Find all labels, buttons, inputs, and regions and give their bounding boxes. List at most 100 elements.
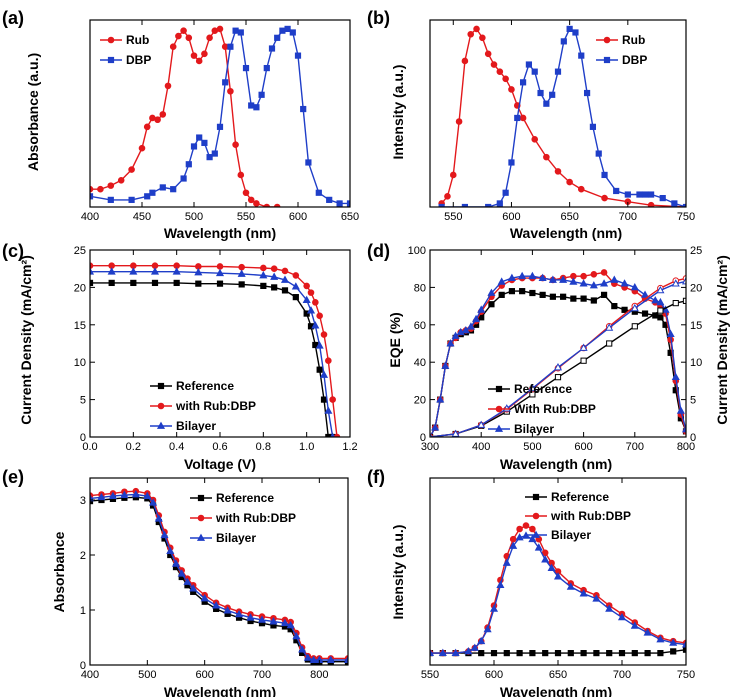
x-tick-label: 650 [560, 211, 578, 223]
data-point [682, 646, 686, 653]
data-point [519, 288, 526, 295]
data-point [502, 189, 509, 196]
data-point [312, 299, 319, 306]
series-rub [90, 25, 281, 207]
data-point [160, 530, 169, 539]
plot-area [430, 269, 686, 437]
y-tick-label: 15 [74, 320, 86, 332]
panel-c: (c) 0.0 0.2 0.4 0.6 0.8 1.0 1.2 0 5 10 15 20 25 Voltag… [2, 241, 358, 472]
data-point [129, 267, 138, 275]
data-point [138, 144, 146, 152]
data-point [621, 306, 628, 313]
data-point [90, 185, 94, 193]
y-right-tick-label: 25 [690, 245, 702, 257]
data-point [636, 191, 643, 198]
data-point [154, 514, 163, 522]
y-tick-label: 2 [80, 550, 86, 562]
legend-item: DBP [596, 53, 647, 67]
legend-label: with Rub:DBP [175, 399, 256, 413]
data-point [316, 366, 323, 373]
data-point [566, 582, 575, 590]
series-bilayer [90, 267, 336, 437]
legend-item: Rub [100, 33, 149, 47]
data-point [302, 295, 311, 304]
data-point [144, 193, 151, 200]
series-rub [438, 25, 686, 207]
data-point [271, 284, 278, 291]
data-point [590, 297, 597, 304]
data-point [175, 32, 182, 40]
data-point [566, 178, 573, 186]
legend-item: with Rub:DBP [525, 509, 631, 523]
data-point [149, 189, 156, 196]
data-point [333, 433, 341, 437]
y-right-tick-label: 10 [690, 357, 702, 369]
data-point [320, 396, 328, 403]
x-tick-label: 650 [549, 669, 567, 681]
data-point [528, 271, 537, 280]
data-point [539, 291, 546, 298]
data-point [613, 187, 620, 195]
data-point [525, 61, 533, 68]
data-point [502, 558, 511, 566]
data-point [473, 25, 480, 33]
data-point [657, 307, 664, 314]
x-tick-label: 0.0 [82, 441, 97, 453]
legend-item: Rub [596, 33, 645, 47]
data-point [269, 617, 278, 625]
legend-marker [494, 424, 504, 432]
x-tick-label: 0.2 [126, 441, 141, 453]
data-point [519, 79, 527, 86]
data-point [620, 279, 629, 287]
data-point [593, 650, 600, 657]
data-point [455, 118, 463, 125]
legend-label: Reference [514, 382, 572, 396]
data-point [291, 282, 300, 290]
legend-label: Reference [216, 491, 274, 505]
data-point [326, 655, 335, 663]
data-point [580, 650, 587, 657]
data-point [128, 196, 135, 203]
data-point [216, 123, 224, 130]
y-tick-label: 1 [80, 605, 86, 617]
data-point [171, 559, 181, 567]
data-point [324, 406, 333, 414]
data-point [671, 200, 678, 207]
data-point [451, 648, 460, 656]
plot-area [90, 487, 348, 665]
x-axis-title: Wavelength (nm) [500, 684, 612, 697]
data-point [253, 104, 260, 111]
plot-area [90, 25, 350, 207]
plot-frame [429, 19, 687, 208]
y-tick-label: 5 [80, 395, 86, 407]
data-point [303, 653, 312, 661]
data-point [509, 535, 517, 543]
data-point [232, 141, 239, 148]
data-point [430, 648, 435, 656]
panel-a: (a) 400 450 500 550 600 650 Wavelength (nm) Abso… [2, 8, 359, 241]
data-point [329, 396, 336, 403]
data-point [438, 648, 447, 656]
x-axis-title: Wavelength (nm) [500, 456, 612, 472]
data-point [227, 43, 234, 50]
data-point [216, 25, 224, 33]
data-point [281, 267, 289, 275]
data-point [431, 423, 440, 431]
legend-item: Reference [488, 382, 572, 396]
data-point [309, 655, 318, 663]
data-point [518, 271, 527, 280]
data-point [279, 27, 286, 34]
data-point [247, 196, 255, 204]
y-right-tick-label: 5 [690, 395, 696, 407]
data-point [554, 374, 562, 381]
x-tick-label: 750 [677, 669, 695, 681]
data-point [467, 30, 475, 38]
legend-marker [197, 514, 205, 522]
y-axis-title: Intensity (a.u.) [390, 525, 406, 620]
data-point [235, 609, 244, 618]
y-tick-label: 0 [80, 432, 86, 444]
data-point [508, 86, 515, 93]
data-point [579, 589, 588, 597]
data-point [237, 269, 246, 277]
data-point [580, 295, 587, 302]
